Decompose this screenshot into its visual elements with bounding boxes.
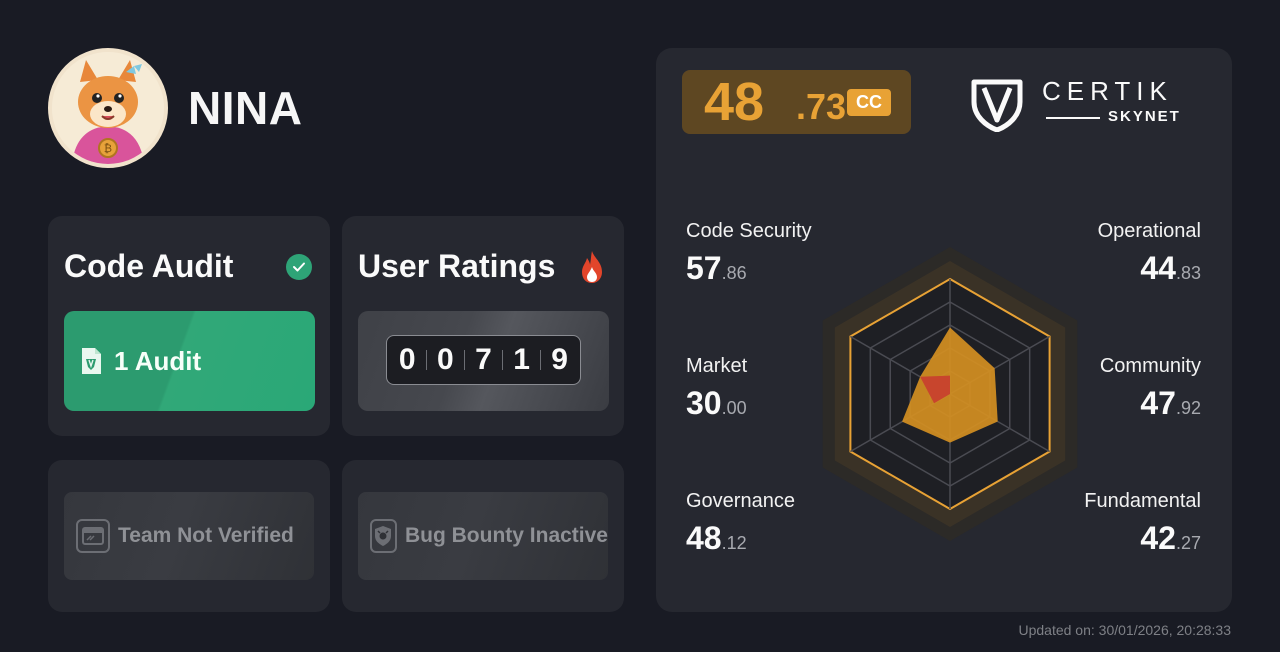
team-card: Team Not Verified: [48, 460, 330, 612]
team-status-box[interactable]: Team Not Verified: [64, 492, 314, 580]
project-avatar: ₿: [48, 48, 168, 168]
counter-digit: 1: [513, 343, 530, 376]
ratings-counter-panel: 0 0 7 1 9: [358, 311, 609, 411]
metric-label-community: Community: [1099, 355, 1201, 377]
metric-int: 47: [1140, 385, 1176, 421]
project-name: NINA: [188, 82, 303, 134]
fox-mascot-icon: ₿: [52, 52, 164, 164]
score-grade-badge: CC: [847, 89, 891, 116]
metric-label-code-security: Code Security: [686, 220, 812, 242]
user-ratings-card: User Ratings 0 0 7 1 9: [342, 216, 624, 436]
certik-shield-icon: [971, 79, 1023, 132]
score-decimal: .73: [796, 86, 847, 127]
radar-low-highlight: [920, 375, 950, 404]
id-card-icon: [76, 519, 110, 553]
code-audit-card: Code Audit 1 Audit: [48, 216, 330, 436]
brand-divider: [1046, 117, 1100, 119]
metric-int: 57: [686, 250, 722, 286]
metric-dec: .12: [721, 533, 747, 553]
bug-bounty-status-label: Bug Bounty Inactive: [404, 524, 608, 547]
certik-brand-sub: SKYNET: [1108, 108, 1181, 125]
verified-check-icon: [286, 254, 312, 280]
ratings-counter: 0 0 7 1 9: [386, 335, 581, 385]
counter-digit: 7: [475, 343, 492, 376]
bug-bounty-status-box[interactable]: Bug Bounty Inactive: [358, 492, 608, 580]
score-integer: 48: [704, 72, 765, 132]
metric-int: 42: [1140, 520, 1176, 556]
counter-separator: [425, 350, 427, 370]
team-status-label: Team Not Verified: [118, 524, 294, 547]
metric-value-market: 30.00: [686, 385, 747, 428]
metric-dec: .00: [721, 398, 747, 418]
code-audit-title: Code Audit: [64, 248, 234, 284]
metric-value-community: 47.92: [1140, 385, 1201, 428]
counter-digit: 9: [551, 343, 568, 376]
shield-bug-icon: [370, 519, 397, 553]
security-score-badge: 48 .73 CC: [682, 70, 911, 134]
metric-value-fundamental: 42.27: [1140, 520, 1201, 563]
fire-icon: [582, 251, 602, 283]
metric-value-code-security: 57.86: [686, 250, 747, 293]
counter-separator: [502, 350, 503, 370]
metric-label-operational: Operational: [1097, 220, 1201, 242]
metric-label-market: Market: [686, 355, 748, 377]
svg-text:₿: ₿: [104, 142, 112, 155]
bug-bounty-card: Bug Bounty Inactive: [342, 460, 624, 612]
metric-int: 44: [1140, 250, 1176, 286]
metric-dec: .27: [1175, 533, 1201, 553]
audit-count-label: 1 Audit: [114, 345, 202, 376]
audit-document-icon: [82, 348, 101, 374]
metric-dec: .83: [1175, 263, 1201, 283]
certik-brand-name: CERTIK: [1042, 76, 1173, 106]
metric-label-fundamental: Fundamental: [1084, 490, 1201, 512]
counter-separator: [540, 350, 542, 370]
metric-label-governance: Governance: [686, 490, 795, 512]
score-radar-chart: [822, 247, 1078, 541]
metric-int: 48: [686, 520, 722, 556]
metric-value-governance: 48.12: [686, 520, 747, 563]
metric-value-operational: 44.83: [1140, 250, 1201, 293]
audit-count-button[interactable]: 1 Audit: [64, 311, 315, 411]
counter-digit: 0: [437, 343, 454, 376]
counter-digit: 0: [398, 343, 416, 376]
user-ratings-title: User Ratings: [358, 248, 556, 284]
metric-dec: .92: [1175, 398, 1201, 418]
security-score-panel: 48 .73 CC CERTIK SKYNET Code Security 57…: [656, 48, 1232, 612]
counter-separator: [463, 350, 465, 370]
metric-dec: .86: [721, 263, 747, 283]
metric-int: 30: [686, 385, 722, 421]
updated-timestamp: Updated on: 30/01/2026, 20:28:33: [1018, 622, 1231, 638]
